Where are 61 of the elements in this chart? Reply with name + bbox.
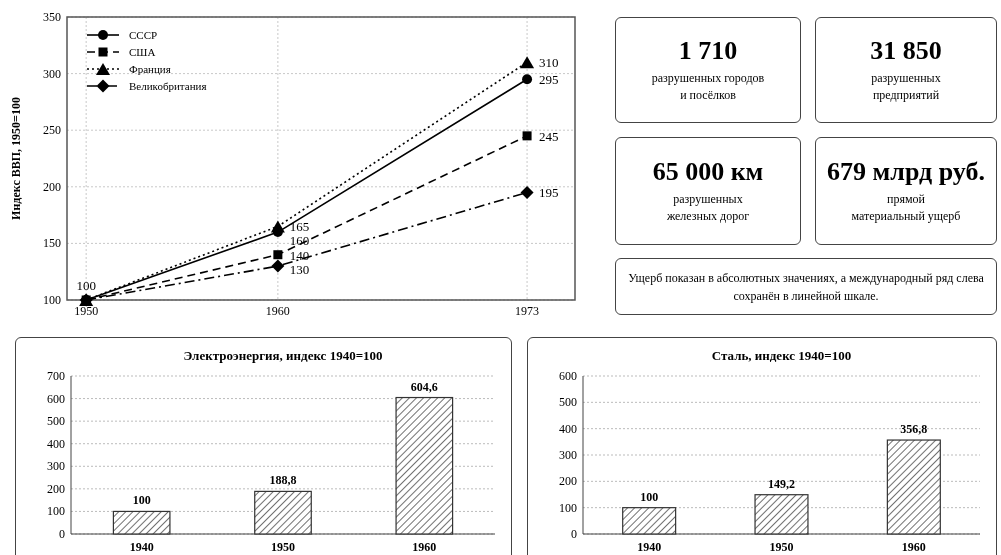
data-label: 195 <box>539 185 559 201</box>
text: разрушенных городов и посёлков <box>650 70 766 104</box>
y-tick-label: 250 <box>43 123 61 138</box>
y-tick-label: 300 <box>47 459 65 474</box>
text: разрушенных железных дорог <box>665 191 751 225</box>
y-tick-label: 600 <box>559 369 577 383</box>
data-label: 165 <box>289 219 310 235</box>
x-tick-label: 1950 <box>769 540 794 554</box>
chart-title: Сталь, индекс 1940=100 <box>711 348 852 363</box>
x-tick-label: 1940 <box>637 540 662 554</box>
legend-label: США <box>129 46 156 58</box>
y-tick-label: 200 <box>47 481 65 496</box>
x-tick-label: 1960 <box>901 540 926 554</box>
text: 1 710 <box>678 36 738 66</box>
y-tick-label: 600 <box>47 391 65 406</box>
text: 31 850 <box>870 36 942 66</box>
data-label: 310 <box>539 55 559 71</box>
text: 679 млрд руб. <box>827 157 985 187</box>
y-tick-label: 200 <box>43 179 61 194</box>
y-axis-title: Индекс ВВП, 1950=100 <box>9 97 23 220</box>
y-tick-label: 350 <box>43 10 61 24</box>
x-tick-label: 1950 <box>74 304 99 318</box>
text: разрушенных предприятий <box>870 70 942 104</box>
y-tick-label: 400 <box>559 421 577 436</box>
y-tick-label: 100 <box>43 293 61 307</box>
data-label: 295 <box>539 72 559 88</box>
y-tick-label: 150 <box>43 236 61 251</box>
text: прямой материальный ущерб <box>850 191 962 225</box>
x-tick-label: 1960 <box>412 540 437 554</box>
x-tick-label: 1960 <box>265 304 290 318</box>
data-label: 149,2 <box>768 476 795 491</box>
data-label: 604,6 <box>410 379 438 394</box>
x-tick-label: 1973 <box>515 304 540 318</box>
y-tick-label: 100 <box>47 504 65 519</box>
data-label: 100 <box>76 278 96 293</box>
data-label: 130 <box>289 261 310 277</box>
text: 65 000 км <box>652 157 764 187</box>
data-label: 356,8 <box>900 422 928 437</box>
y-tick-label: 300 <box>559 448 577 462</box>
chart-title: Электроэнергия, индекс 1940=100 <box>183 348 383 363</box>
y-tick-label: 300 <box>43 66 61 81</box>
data-label: 100 <box>132 493 151 508</box>
legend-label: Великобритания <box>129 80 207 92</box>
x-tick-label: 1940 <box>129 540 154 554</box>
legend-label: СССР <box>129 29 158 41</box>
x-tick-label: 1950 <box>271 540 295 554</box>
y-tick-label: 700 <box>47 369 65 383</box>
y-tick-label: 200 <box>559 474 577 489</box>
y-tick-label: 0 <box>59 527 65 541</box>
y-tick-label: 500 <box>559 395 577 410</box>
data-label: 100 <box>640 489 659 504</box>
data-label: 245 <box>539 128 559 144</box>
data-label: 188,8 <box>269 473 297 488</box>
data-label: 140 <box>289 247 310 263</box>
legend-label: Франция <box>129 63 171 75</box>
text: Ущерб показан в абсолютных значениях, а международный ряд слева сохранён в линейной шкале. <box>627 269 985 305</box>
y-tick-label: 400 <box>47 436 65 451</box>
data-label: 160 <box>289 233 310 249</box>
y-tick-label: 500 <box>47 414 65 429</box>
y-tick-label: 100 <box>559 500 577 515</box>
y-tick-label: 0 <box>571 527 577 541</box>
